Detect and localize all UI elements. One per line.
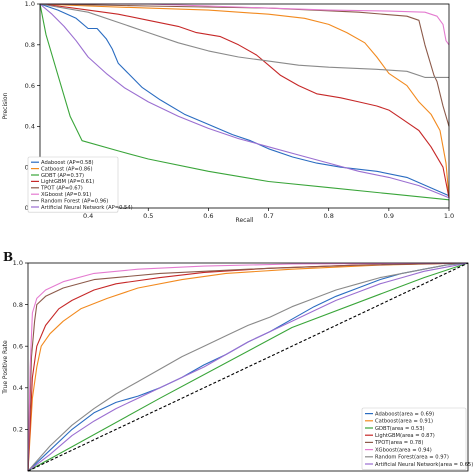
series-line-artificial-neural-network-ap-0-54 [39, 3, 450, 199]
x-tick-label: 0.7 [263, 212, 273, 220]
roc-panel: 0.2 0.4 0.6 0.8 1.0 True Positive Rate Adaboos… [2, 259, 473, 472]
x-tick-label: 0.5 [143, 212, 153, 220]
plot-frame [27, 262, 469, 472]
legend-entry-random-forest-area-0-97: Random Forest(area = 0.97) [375, 455, 449, 461]
legend-entry-artificial-neural-network-ap-0-54: Artificial Neural Network (AP=0.54) [41, 205, 133, 211]
y-tick-label: 0.6 [25, 82, 35, 90]
y-tick-label: 0.8 [13, 301, 23, 309]
legend-entry-catboost-ap-0-86: Catboost (AP=0.86) [41, 166, 92, 172]
legend-entry-tpot-area-0-78: TPOT(area = 0.78) [374, 440, 423, 446]
series-line-xgboost-area-0-94 [27, 262, 469, 472]
x-tick-label: 0.4 [83, 212, 93, 220]
y-axis-label: True Positive Rate [2, 340, 9, 395]
series-line-adaboost-ap-0-58 [39, 3, 450, 197]
legend-entry-lightgbm-ap-0-61: LightGBM (AP=0.61) [41, 179, 94, 185]
series-group [39, 3, 450, 201]
legend-entry-artificial-neural-network-area-0-65: Artificial Neural Network(area = 0.65) [375, 462, 473, 468]
legend-entry-adaboost-area-0-69: Adaboost(area = 0.69) [375, 411, 434, 417]
legend-entry-gdbt-area-0-53: GDBT(area = 0.53) [375, 426, 425, 432]
x-tick-label: 0.8 [324, 212, 334, 220]
y-tick-label: 1.0 [13, 259, 23, 267]
legend-box [361, 407, 467, 470]
legend-entry-tpot-ap-0-67: TPOT (AP=0.67) [40, 186, 83, 192]
x-tick-label: 0.9 [384, 212, 394, 220]
y-tick-label: 0.8 [25, 41, 35, 49]
y-tick-label: 1.0 [25, 0, 35, 8]
y-tick-label: 0.2 [13, 426, 23, 434]
legend-entry-adaboost-ap-0-58: Adaboost (AP=0.58) [41, 160, 94, 166]
series-line-artificial-neural-network-area-0-65 [27, 262, 469, 472]
legend: Adaboost(area = 0.69) Catboost(area = 0.9… [361, 407, 473, 470]
series-line-random-forest-ap-0-96 [39, 3, 449, 78]
series-line-tpot-ap-0-67 [39, 3, 450, 127]
series-line-gdbt-area-0-53 [27, 262, 469, 472]
series-line-catboost-ap-0-86 [39, 3, 450, 198]
precision-recall-panel: 0.40.50.60.70.80.91.00.00.20.40.60.81.0R… [2, 0, 454, 224]
y-tick-label: 0.6 [13, 342, 23, 350]
series-group [27, 262, 469, 472]
legend-entry-xgboost-area-0-94: XGboost(area = 0.94) [375, 447, 432, 453]
legend-box [27, 156, 119, 213]
y-tick-label: 0.4 [13, 384, 23, 392]
legend-entry-catboost-area-0-91: Catboost(area = 0.91) [375, 419, 433, 425]
x-tick-label: 1.0 [444, 212, 454, 220]
y-axis-label: Precision [2, 92, 9, 119]
series-line-catboost-area-0-91 [27, 262, 469, 472]
series-line-xgboost-ap-0-91 [40, 3, 450, 46]
legend-entry-random-forest-ap-0-96: Random Forest (AP=0.96) [41, 198, 108, 204]
series-line-tpot-area-0-78 [27, 262, 469, 472]
series-line-lightgbm-ap-0-61 [39, 3, 450, 198]
x-axis-label: Recall [236, 217, 254, 224]
plot-frame [39, 3, 450, 209]
legend-entry-xgboost-ap-0-91: XGboost (AP=0.91) [41, 192, 91, 198]
legend: Adaboost (AP=0.58)Catboost (AP=0.86)GDBT… [27, 156, 133, 213]
diagonal-reference-line [27, 262, 469, 472]
legend-entry-lightgbm-area-0-87: LightGBM(area = 0.87) [375, 433, 435, 439]
series-line-random-forest-area-0-97 [27, 262, 469, 472]
series-line-gdbt-ap-0-37 [39, 3, 450, 201]
x-tick-label: 0.6 [203, 212, 213, 220]
panel-letter-b: B [3, 250, 13, 264]
legend-entry-gdbt-ap-0-37: GDBT (AP=0.37) [41, 173, 84, 179]
y-tick-label: 0.4 [25, 123, 35, 131]
